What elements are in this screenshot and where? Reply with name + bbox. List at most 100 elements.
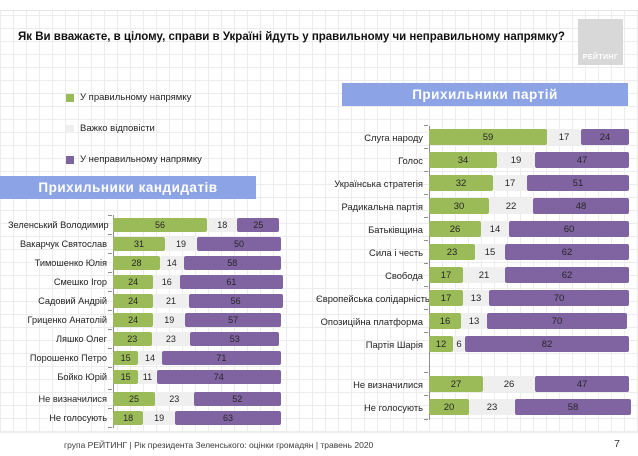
category-label: Не голосують	[364, 401, 423, 413]
chart-row: Не голосують 18 19 63	[8, 408, 293, 425]
category-label: Опозиційна платформа	[320, 315, 423, 327]
bar-segment-right-direction: 24	[113, 294, 154, 308]
stacked-bar: 32 17 51	[424, 171, 629, 191]
bar-segment-wrong-direction: 57	[185, 313, 281, 327]
chart-row: Сила і честь 23 15 62	[316, 240, 632, 260]
bar-segment-right-direction: 28	[113, 256, 161, 270]
bar-value-label: 61	[226, 277, 237, 287]
bar-value-label: 26	[503, 378, 515, 390]
category-label: Вакарчук Святослав	[20, 239, 107, 249]
bar-segment-hard-to-answer: 14	[481, 221, 509, 237]
bar-value-label: 21	[165, 296, 176, 306]
bar-value-label: 19	[510, 154, 522, 166]
chart-row: Українська стратегія 32 17 51	[316, 171, 632, 191]
parties-chart-header: Прихильники партій	[342, 83, 628, 106]
stacked-bar: 34 19 47	[424, 148, 629, 168]
bar-value-label: 51	[572, 177, 584, 189]
bar-value-label: 48	[575, 200, 587, 212]
stacked-bar: 56 18 25	[107, 215, 280, 232]
bar-segment-wrong-direction: 71	[161, 351, 281, 365]
category-label: Садовий Андрій	[38, 296, 107, 306]
stacked-bar: 24 21 56	[108, 291, 283, 308]
category-label: Свобода	[385, 269, 423, 281]
legend-swatch-purple	[66, 155, 74, 164]
bar-value-label: 17	[558, 131, 570, 143]
bar-segment-wrong-direction: 70	[489, 290, 629, 306]
bar-segment-hard-to-answer: 19	[165, 237, 197, 251]
bar-value-label: 24	[128, 315, 139, 325]
stacked-bar: 59 17 24	[424, 125, 629, 145]
bar-value-label: 14	[166, 258, 177, 268]
bar-segment-wrong-direction: 50	[196, 237, 281, 251]
bar-value-label: 23	[165, 334, 176, 344]
category-label: Не визначилися	[38, 394, 107, 404]
stacked-bar: 20 23 58	[424, 395, 631, 415]
bar-value-label: 56	[230, 296, 241, 306]
bar-segment-wrong-direction: 70	[487, 313, 627, 329]
bar-segment-hard-to-answer: 13	[463, 290, 489, 306]
bar-segment-hard-to-answer: 23	[469, 399, 515, 415]
bar-segment-hard-to-answer: 18	[207, 218, 238, 232]
bar-segment-wrong-direction: 48	[533, 198, 629, 214]
stacked-bar: 17 21 62	[424, 263, 629, 283]
bar-segment-hard-to-answer: 19	[153, 313, 186, 327]
bar-segment-right-direction: 31	[113, 237, 166, 251]
bar-value-label: 30	[453, 200, 465, 212]
bar-value-label: 60	[563, 223, 575, 235]
bar-segment-wrong-direction: 47	[535, 152, 629, 168]
bar-segment-wrong-direction: 58	[515, 399, 631, 415]
bar-value-label: 24	[128, 296, 139, 306]
bar-segment-right-direction: 25	[113, 392, 155, 406]
bar-segment-right-direction: 26	[429, 221, 481, 237]
stacked-bar: 24 16 61	[108, 272, 283, 289]
chart-row: Тимошенко Юлія 28 14 58	[8, 253, 293, 270]
category-label: Партія Шарія	[365, 338, 423, 350]
bar-segment-hard-to-answer: 21	[463, 267, 505, 283]
bar-value-label: 28	[131, 258, 142, 268]
bar-segment-right-direction: 32	[429, 175, 493, 191]
bar-segment-hard-to-answer: 6	[453, 336, 465, 352]
bar-value-label: 18	[123, 413, 134, 423]
category-label: Не голосують	[49, 413, 107, 423]
bar-segment-hard-to-answer: 13	[461, 313, 487, 329]
category-label: Бойко Юрій	[57, 372, 107, 382]
legend-item-wrong-direction: У неправильному напрямку	[66, 154, 202, 165]
category-label: Не визначилися	[353, 378, 423, 390]
chart-row: Вакарчук Святослав 31 19 50	[8, 234, 293, 251]
bar-segment-wrong-direction: 62	[505, 267, 629, 283]
bar-segment-wrong-direction: 60	[509, 221, 629, 237]
legend-label: У неправильному напрямку	[80, 154, 202, 165]
bar-value-label: 11	[142, 372, 153, 382]
stacked-bar: 27 26 47	[424, 372, 629, 392]
bar-segment-hard-to-answer: 14	[138, 351, 162, 365]
bar-segment-right-direction: 18	[113, 411, 144, 425]
bar-segment-wrong-direction: 62	[505, 244, 629, 260]
bar-value-label: 17	[440, 269, 452, 281]
category-label: Гриценко Анатолій	[27, 315, 107, 325]
bar-segment-right-direction: 15	[113, 370, 139, 384]
page-number: 7	[614, 438, 620, 450]
bar-value-label: 62	[561, 269, 573, 281]
stacked-bar: 25 23 52	[108, 389, 281, 406]
legend-label: Важко відповісти	[80, 123, 155, 134]
bar-segment-hard-to-answer: 11	[138, 370, 157, 384]
bar-value-label: 14	[489, 223, 501, 235]
bar-value-label: 16	[161, 277, 172, 287]
chart-legend: У правильному напрямку Важко відповісти …	[66, 92, 202, 185]
bar-segment-hard-to-answer: 22	[489, 198, 533, 214]
bar-value-label: 23	[446, 246, 458, 258]
chart-row: Опозиційна платформа 16 13 70	[316, 309, 632, 329]
chart-row: Ляшко Олег 23 23 53	[8, 329, 293, 346]
bar-segment-right-direction: 24	[113, 275, 154, 289]
bar-segment-right-direction: 23	[429, 244, 475, 260]
chart-row: Голос 34 19 47	[316, 148, 632, 168]
bar-value-label: 47	[576, 154, 588, 166]
bar-value-label: 20	[443, 401, 455, 413]
bar-segment-hard-to-answer: 23	[155, 392, 194, 406]
chart-row: Слуга народу 59 17 24	[316, 125, 632, 145]
category-label: Європейська солідарність	[316, 292, 430, 304]
bar-value-label: 52	[232, 394, 243, 404]
bar-segment-wrong-direction: 25	[237, 218, 280, 232]
category-label: Батьківщина	[368, 223, 423, 235]
chart-row: Смешко Ігор 24 16 61	[8, 272, 293, 289]
